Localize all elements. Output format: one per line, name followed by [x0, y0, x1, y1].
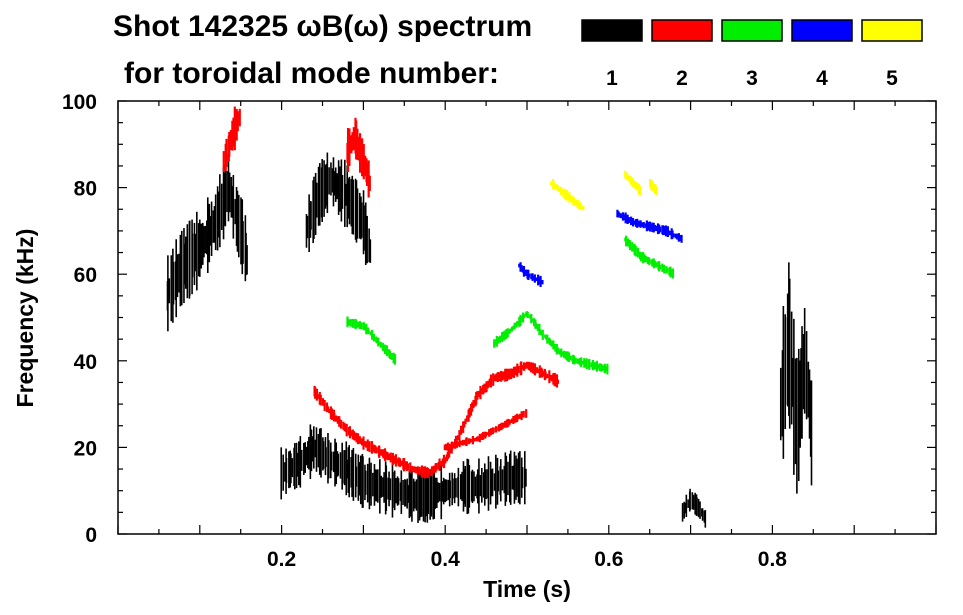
series-1-track-4 [779, 262, 813, 494]
legend-swatch-2 [651, 19, 713, 42]
x-tick-label: 0.6 [594, 548, 623, 571]
series-1-track-0 [166, 153, 248, 332]
y-tick-label: 0 [85, 524, 97, 547]
legend-label-2: 2 [676, 67, 688, 90]
series-1-track-1 [305, 152, 372, 266]
series-2-track-3 [443, 409, 528, 451]
series-4-track-1 [616, 209, 683, 243]
legend-swatch-3 [721, 19, 783, 42]
series-2-track-1 [346, 117, 371, 198]
spectrum-marks [166, 106, 813, 528]
series-3-track-1 [493, 311, 609, 375]
y-tick-labels: 0 20 40 60 80 100 [62, 91, 97, 547]
series-2-track-0 [222, 106, 241, 173]
series-3-track-0 [346, 316, 397, 365]
series-5-track-2 [648, 178, 658, 195]
series-1-track-3 [681, 488, 707, 528]
x-tick-label: 0.2 [267, 548, 296, 571]
x-axis-label: Time (s) [483, 576, 571, 602]
legend-label-5: 5 [886, 67, 898, 90]
y-tick-label: 20 [74, 437, 97, 460]
y-tick-label: 60 [74, 264, 97, 287]
series-5-track-0 [549, 178, 585, 211]
legend-swatch-5 [861, 19, 923, 42]
series-2-track-2 [313, 361, 560, 479]
chart-title-line1: Shot 142325 ωB(ω) spectrum [113, 10, 532, 43]
y-axis-label: Frequency (kHz) [12, 229, 38, 408]
series-5-track-1 [624, 170, 641, 196]
legend-swatch-1 [581, 19, 643, 42]
legend-label-3: 3 [746, 67, 758, 90]
axis-ticks [117, 100, 937, 535]
legend-label-1: 1 [606, 67, 618, 90]
legend-label-4: 4 [816, 67, 828, 90]
y-tick-label: 100 [62, 91, 97, 114]
x-tick-labels: 0.2 0.4 0.6 0.8 [267, 548, 787, 571]
chart-title-line2: for toroidal mode number: [124, 57, 499, 90]
series-1-track-2 [280, 424, 527, 523]
legend-swatch-4 [791, 19, 853, 42]
series-3-track-2 [624, 235, 675, 279]
y-tick-label: 40 [74, 351, 97, 374]
x-tick-label: 0.4 [431, 548, 461, 571]
x-tick-label: 0.8 [758, 548, 788, 571]
y-tick-label: 80 [74, 178, 97, 201]
series-4-track-0 [518, 262, 544, 287]
legend: 1 2 3 4 5 [581, 19, 923, 90]
